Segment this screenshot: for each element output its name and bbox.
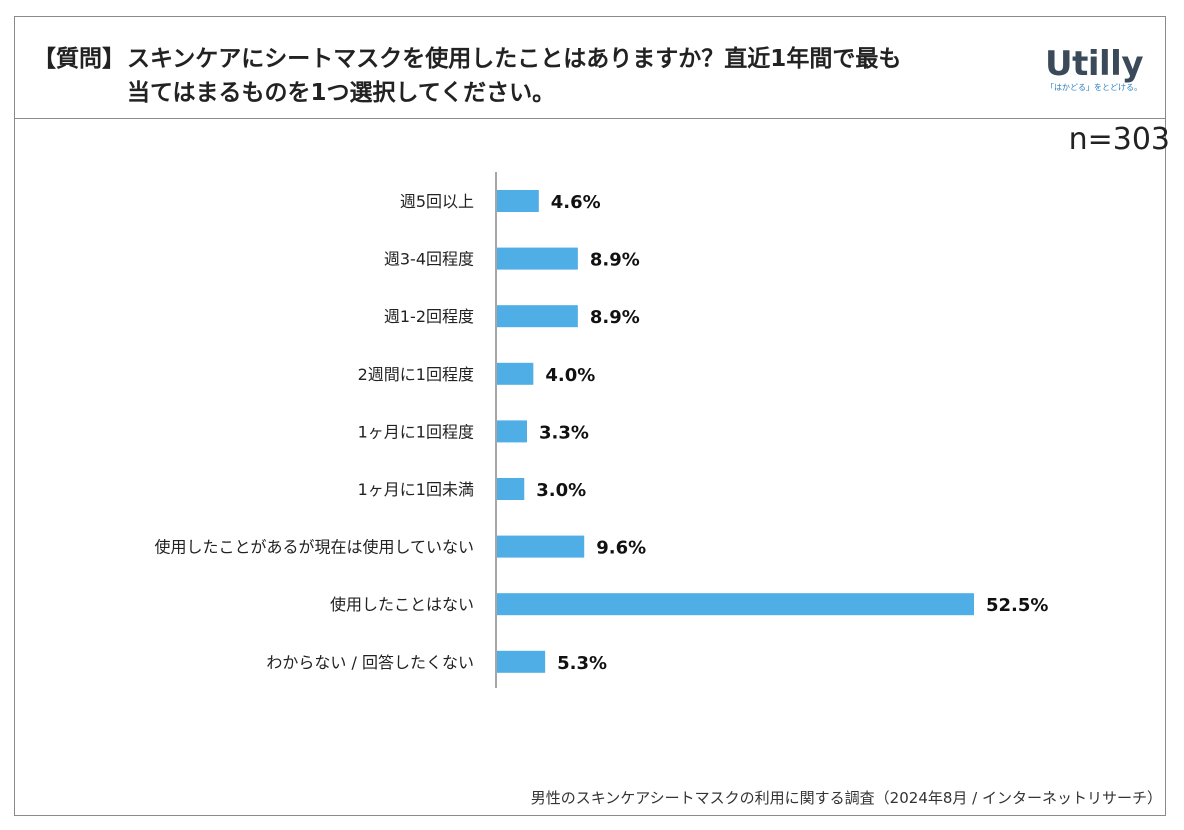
- sample-size: n=303: [1068, 122, 1170, 157]
- data-label: 4.6%: [551, 192, 601, 213]
- data-label: 9.6%: [596, 538, 646, 559]
- data-label: 8.9%: [590, 307, 640, 328]
- data-label: 52.5%: [986, 595, 1048, 616]
- bar: [497, 190, 539, 212]
- category-label: わからない / 回答したくない: [266, 653, 474, 672]
- data-label: 5.3%: [557, 653, 607, 674]
- source-note: 男性のスキンケアシートマスクの利用に関する調査（2024年8月 / インターネッ…: [530, 789, 1162, 807]
- data-label: 4.0%: [545, 365, 595, 386]
- category-label: 使用したことはない: [330, 595, 474, 614]
- category-label: 使用したことがあるが現在は使用していない: [154, 538, 474, 557]
- question-header: 【質問】 スキンケアにシートマスクを使用したことはありますか？直近1年間で最も …: [15, 17, 1165, 119]
- bar: [497, 305, 578, 328]
- category-label: 2週間に1回程度: [358, 365, 474, 384]
- bar: [497, 362, 534, 385]
- chart-frame: 【質問】 スキンケアにシートマスクを使用したことはありますか？直近1年間で最も …: [14, 16, 1166, 816]
- data-label: 8.9%: [590, 250, 640, 271]
- bar: [497, 478, 525, 500]
- utilly-logo: Utilly 「はかどる」をとどける。: [1045, 44, 1144, 93]
- category-label: 週3-4回程度: [384, 250, 474, 269]
- data-label: 3.3%: [539, 422, 589, 443]
- bar: [497, 650, 546, 673]
- logo-wordmark: Utilly: [1045, 44, 1144, 84]
- data-label: 3.0%: [536, 480, 586, 501]
- bar: [497, 535, 585, 558]
- bar: [497, 420, 527, 443]
- category-label: 1ヶ月に1回未満: [358, 480, 474, 499]
- category-label: 週5回以上: [400, 192, 474, 211]
- category-label: 1ヶ月に1回程度: [358, 422, 474, 441]
- bar: [497, 247, 578, 270]
- logo-tagline: 「はかどる」をとどける。: [1046, 83, 1142, 92]
- bar: [497, 593, 974, 616]
- question-tag: 【質問】: [33, 46, 125, 72]
- question-line-1: スキンケアにシートマスクを使用したことはありますか？直近1年間で最も: [127, 46, 902, 72]
- category-label: 週1-2回程度: [384, 307, 474, 326]
- question-line-2: 当てはまるものを1つ選択してください。: [127, 80, 556, 106]
